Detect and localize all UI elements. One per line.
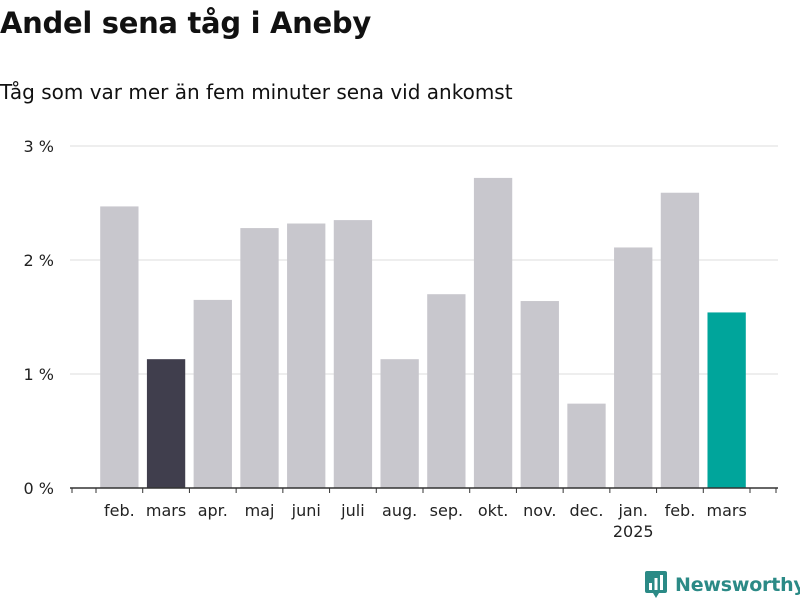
x-tick-label: feb. [104,501,135,520]
x-tick-label: okt. [478,501,508,520]
brand-name: Newsworthy [675,574,800,596]
y-tick-label: 2 % [24,251,54,270]
x-tick-label: mars [706,501,746,520]
y-tick-label: 0 % [24,479,54,498]
bar [240,228,279,488]
x-tick-label: dec. [570,501,604,520]
chart-title: Andel sena tåg i Aneby [0,6,371,40]
bar [427,294,466,488]
bar [614,247,653,488]
x-tick-label: mars [146,501,186,520]
chart-subtitle: Tåg som var mer än fem minuter sena vid … [0,80,513,104]
bar [473,177,513,489]
x-year-label: 2025 [613,522,654,541]
bar-chart: 0 % 1 % 2 % 3 % feb. mars apr. maj juni juli aug. s… [24,137,778,541]
bar-chart-pin-icon [645,571,667,598]
bar [146,359,186,488]
x-tick-label: juli [340,501,364,520]
bar [100,206,139,489]
x-tick-label: juni [291,501,321,520]
bar [380,359,419,488]
bar [287,223,326,488]
bar [520,301,559,488]
newsworthy-logo: Newsworthy [644,570,800,600]
bar [660,192,700,489]
y-tick-label: 1 % [24,365,54,384]
bar [193,299,232,488]
x-tick-label: aug. [382,501,417,520]
x-tick-label: sep. [430,501,463,520]
x-tick-label: nov. [523,501,556,520]
bar [707,312,746,488]
x-tick-label: apr. [198,501,228,520]
x-tick-label: maj [245,501,275,520]
x-tick-label: jan. [617,501,647,520]
x-tick-label: feb. [665,501,696,520]
bar [567,403,606,488]
bar [333,220,373,488]
y-tick-label: 3 % [24,137,54,156]
